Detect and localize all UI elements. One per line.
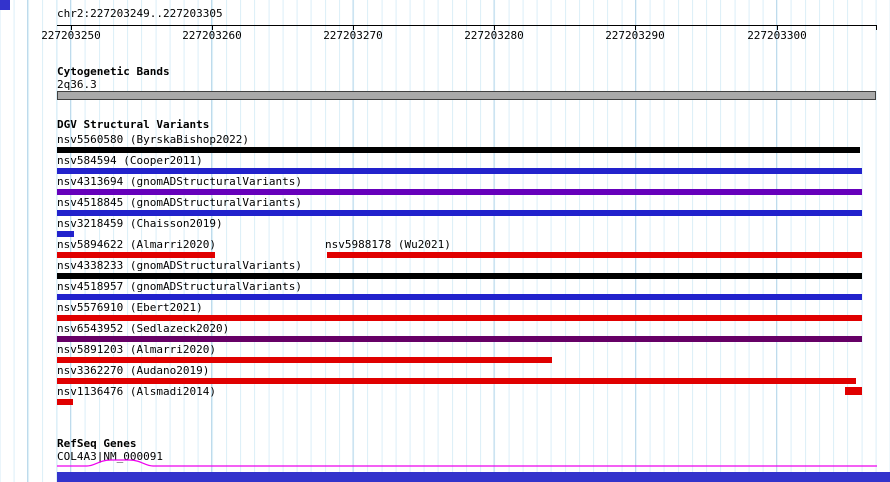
cytoband-bar[interactable] (57, 91, 876, 100)
variant-label[interactable]: nsv4518957 (gnomADStructuralVariants) (57, 280, 303, 293)
variant-label[interactable]: nsv6543952 (Sedlazeck2020) (57, 322, 230, 335)
region-label: chr2:227203249..227203305 (57, 7, 223, 20)
ruler-tick (353, 25, 354, 30)
variant-label[interactable]: nsv5576910 (Ebert2021) (57, 301, 203, 314)
variant-bar[interactable] (57, 189, 862, 195)
cytoband-section-title: Cytogenetic Bands (57, 65, 170, 78)
ruler-tick-label: 227203270 (323, 29, 383, 42)
variant-bar[interactable] (57, 294, 862, 300)
variant-bar[interactable] (57, 357, 552, 363)
variant-label[interactable]: nsv3218459 (Chaisson2019) (57, 217, 223, 230)
dgv-section-title: DGV Structural Variants (57, 118, 210, 131)
variant-bar[interactable] (57, 168, 862, 174)
variant-bar[interactable] (57, 378, 856, 384)
variant-bar[interactable] (57, 252, 215, 258)
ruler-tick-label: 227203250 (41, 29, 101, 42)
refseq-section-title: RefSeq Genes (57, 437, 137, 450)
refseq-gene-glyph[interactable] (57, 456, 877, 470)
variant-bar[interactable] (57, 273, 862, 279)
corner-square (0, 0, 10, 10)
ruler-tick (635, 25, 636, 30)
variant-label[interactable]: nsv5988178 (Wu2021) (325, 238, 451, 251)
variant-label[interactable]: nsv4313694 (gnomADStructuralVariants) (57, 175, 303, 188)
variant-label[interactable]: nsv5560580 (ByrskaBishop2022) (57, 133, 250, 146)
ruler-line (57, 25, 877, 26)
variant-bar[interactable] (57, 231, 74, 237)
ruler-tick-label: 227203290 (605, 29, 665, 42)
variant-label[interactable]: nsv1136476 (Alsmadi2014) (57, 385, 216, 398)
ruler-tick (777, 25, 778, 30)
cytoband-label: 2q36.3 (57, 78, 97, 91)
variant-label[interactable]: nsv4518845 (gnomADStructuralVariants) (57, 196, 303, 209)
variant-label[interactable]: nsv584594 (Cooper2011) (57, 154, 203, 167)
ruler-tick-label: 227203260 (182, 29, 242, 42)
variant-label[interactable]: nsv3362270 (Audano2019) (57, 364, 210, 377)
ruler-tick (71, 25, 72, 30)
ruler-tick-label: 227203300 (747, 29, 807, 42)
variant-bar[interactable] (845, 387, 862, 395)
variant-bar[interactable] (57, 147, 860, 153)
refseq-gene-label[interactable]: COL4A3|NM_000091 (57, 450, 163, 463)
ruler-tick (876, 25, 877, 30)
ruler-tick (212, 25, 213, 30)
variant-label[interactable]: nsv5894622 (Almarri2020) (57, 238, 216, 251)
variant-bar[interactable] (327, 252, 862, 258)
variant-bar[interactable] (57, 210, 862, 216)
variant-label[interactable]: nsv5891203 (Almarri2020) (57, 343, 216, 356)
ruler-tick (494, 25, 495, 30)
variant-bar[interactable] (57, 336, 862, 342)
ruler-tick-label: 227203280 (464, 29, 524, 42)
variant-bar[interactable] (57, 399, 73, 405)
variant-label[interactable]: nsv4338233 (gnomADStructuralVariants) (57, 259, 303, 272)
variant-bar[interactable] (57, 315, 862, 321)
overview-scrollbar[interactable] (57, 472, 890, 482)
